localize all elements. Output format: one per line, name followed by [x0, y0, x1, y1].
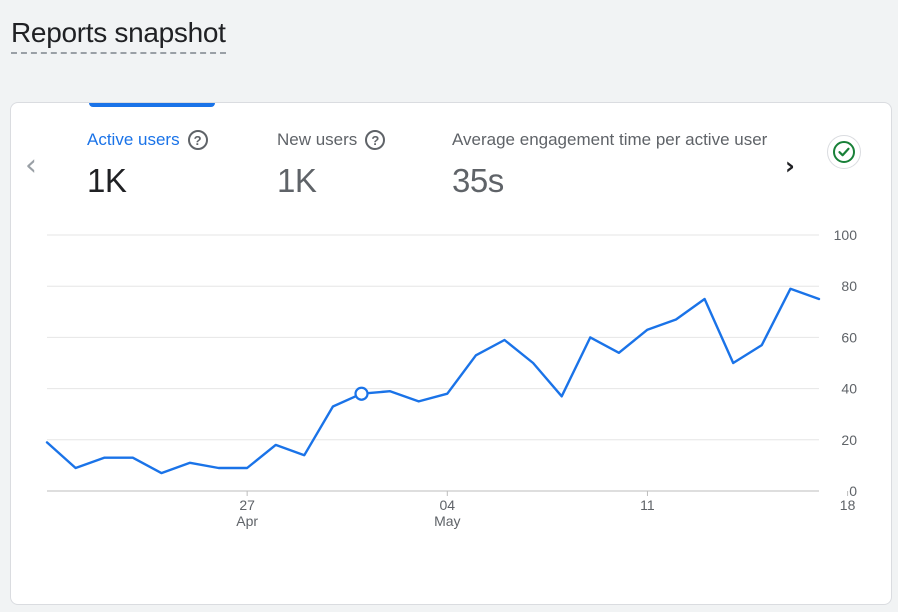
x-tick-label: 04: [440, 497, 456, 513]
active-tab-indicator: [89, 103, 215, 107]
metric-tab-avg-engagement-time[interactable]: Average engagement time per active user …: [452, 129, 772, 201]
metric-tab-new-users[interactable]: New users ? 1K: [277, 129, 386, 201]
metric-tab-active-users[interactable]: Active users ? 1K: [87, 129, 208, 201]
x-tick-sublabel: May: [434, 513, 460, 529]
y-tick-label: 60: [841, 329, 857, 345]
reports-snapshot-card: ‹ Active users ? 1K New users ? 1K Avera…: [10, 102, 892, 605]
x-tick-label: 27: [239, 497, 255, 513]
y-tick-label: 80: [841, 278, 857, 294]
y-tick-label: 20: [841, 432, 857, 448]
page-title: Reports snapshot: [11, 16, 226, 54]
x-tick-label: 11: [640, 497, 655, 513]
metric-value: 35s: [452, 162, 504, 199]
x-tick-label: 18: [840, 497, 856, 513]
y-tick-label: 40: [841, 381, 857, 397]
x-tick-sublabel: Apr: [236, 513, 258, 529]
metric-label: Active users: [87, 130, 180, 149]
check-circle-icon[interactable]: [827, 135, 861, 169]
series-line: [45, 287, 821, 475]
metric-value: 1K: [277, 162, 317, 199]
highlighted-point: [354, 386, 369, 401]
line-chart: 0 20 40 60 80 100 27 Apr 04 May 11 18: [11, 103, 891, 604]
y-tick-label: 0: [849, 483, 857, 499]
chevron-right-icon[interactable]: ›: [785, 152, 795, 180]
y-tick-label: 100: [834, 227, 858, 243]
metric-label: New users: [277, 130, 358, 149]
help-icon[interactable]: ?: [187, 130, 208, 150]
chevron-left-icon[interactable]: ‹: [25, 148, 37, 183]
metric-value: 1K: [87, 162, 127, 199]
help-icon[interactable]: ?: [365, 130, 386, 150]
metric-label: Average engagement time per active user: [452, 130, 768, 149]
